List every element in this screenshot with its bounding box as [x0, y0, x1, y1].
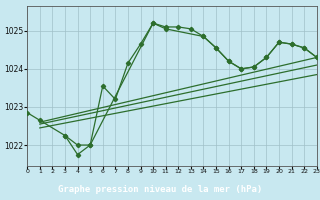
Text: Graphe pression niveau de la mer (hPa): Graphe pression niveau de la mer (hPa) — [58, 185, 262, 194]
